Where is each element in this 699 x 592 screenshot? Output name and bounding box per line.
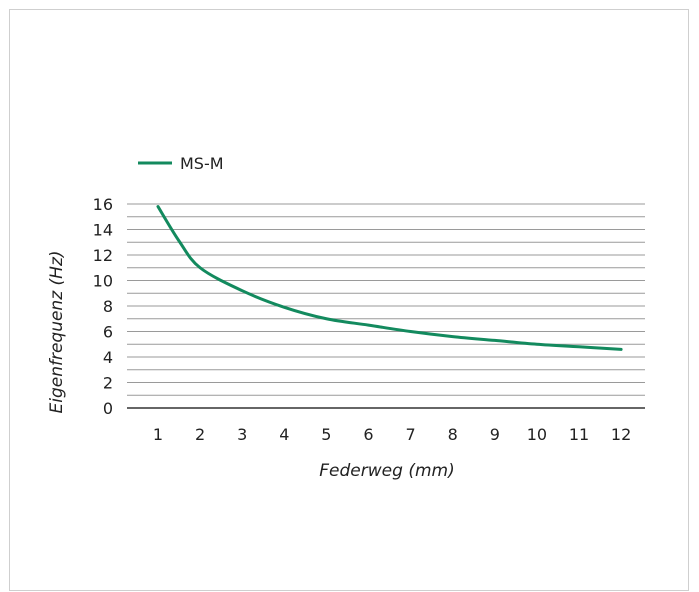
y-tick-label: 2 (103, 374, 113, 393)
x-tick-label: 3 (237, 425, 247, 444)
x-tick-label: 10 (527, 425, 547, 444)
x-tick-label: 9 (490, 425, 500, 444)
x-tick-label: 4 (279, 425, 289, 444)
y-tick-label: 12 (93, 246, 113, 265)
grid-lines (127, 203, 645, 396)
x-tick-label: 8 (448, 425, 458, 444)
x-tick-label: 5 (321, 425, 331, 444)
y-axis-title: Eigenfrequenz (Hz) (47, 250, 67, 413)
y-tick-label: 0 (103, 399, 113, 418)
x-tick-labels: 1 2 3 4 5 6 7 8 9 10 11 12 (153, 425, 631, 444)
y-tick-label: 4 (103, 348, 113, 367)
y-tick-label: 14 (93, 221, 113, 240)
x-axis-title: Federweg (mm) (319, 461, 454, 481)
series-group (156, 205, 623, 351)
x-tick-label: 2 (195, 425, 205, 444)
x-tick-label: 12 (611, 425, 631, 444)
y-tick-labels: 0 2 4 6 8 10 12 14 16 (93, 195, 113, 418)
x-tick-label: 11 (569, 425, 589, 444)
x-tick-label: 6 (363, 425, 373, 444)
y-tick-label: 6 (103, 323, 113, 342)
series-line-ms-m (156, 205, 623, 351)
x-tick-label: 1 (153, 425, 163, 444)
x-tick-label: 7 (406, 425, 416, 444)
legend-label-ms-m: MS-M (180, 154, 224, 173)
chart-frame (9, 9, 689, 591)
y-tick-label: 8 (103, 297, 113, 316)
y-tick-label: 10 (93, 272, 113, 291)
legend: MS-M (138, 154, 224, 173)
y-tick-label: 16 (93, 195, 113, 214)
